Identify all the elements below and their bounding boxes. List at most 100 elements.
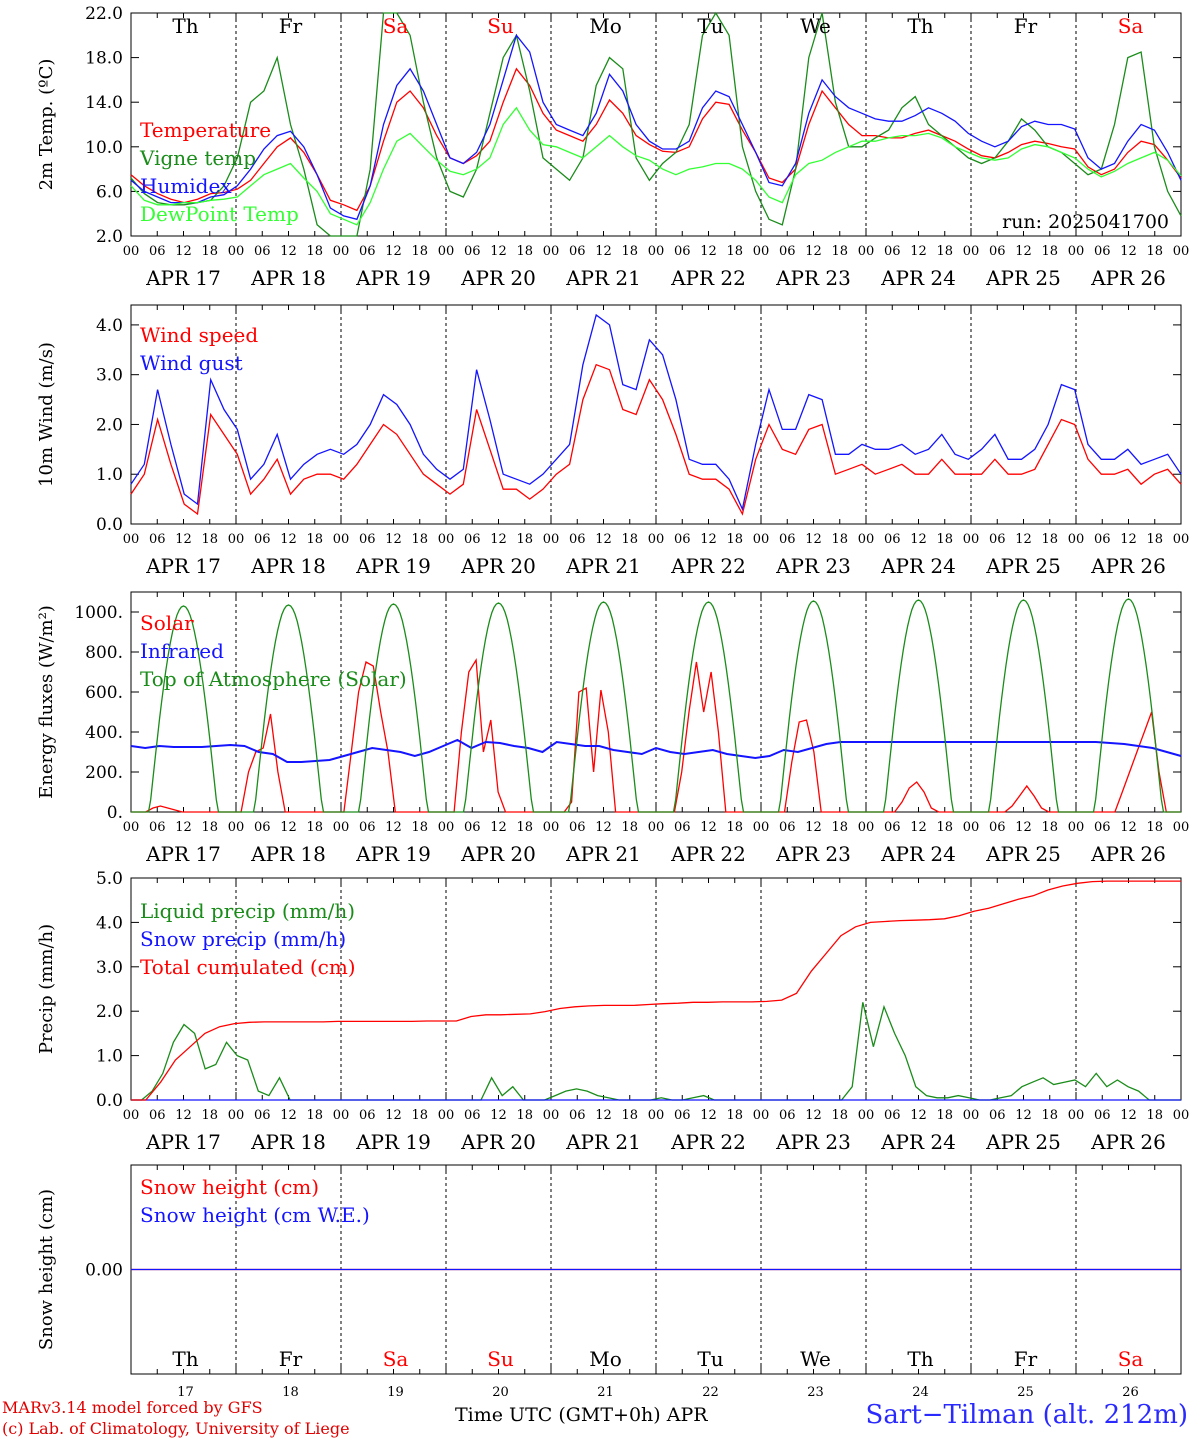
y-tick-label: 0.00 [85, 1261, 123, 1281]
hour-tick-label: 06 [674, 244, 691, 259]
hour-tick-label: 06 [1094, 1108, 1111, 1123]
hour-tick-label: 18 [306, 820, 323, 835]
legend-entry: Wind gust [140, 351, 243, 375]
hour-tick-label: 00 [648, 532, 665, 547]
date-label: APR 26 [1090, 842, 1166, 866]
hour-tick-label: 12 [700, 244, 717, 259]
day-number-label: 19 [387, 1385, 404, 1400]
date-label: APR 22 [670, 266, 746, 290]
hour-tick-label: 18 [1146, 1108, 1163, 1123]
hour-tick-label: 18 [516, 820, 533, 835]
hour-tick-label: 00 [543, 820, 560, 835]
hour-tick-label: 00 [753, 532, 770, 547]
legend-entry: DewPoint Temp [140, 202, 299, 226]
y-tick-label: 2.0 [96, 1002, 123, 1022]
hour-tick-label: 18 [831, 1108, 848, 1123]
hour-tick-label: 18 [1146, 820, 1163, 835]
day-number-label: 24 [912, 1385, 929, 1400]
y-tick-label: 400. [85, 723, 123, 743]
date-label: APR 22 [670, 842, 746, 866]
y-tick-label: 10.0 [85, 138, 123, 158]
date-label: APR 18 [250, 842, 326, 866]
weekday-label: Mo [589, 1347, 622, 1371]
hour-tick-label: 00 [1173, 244, 1190, 259]
hour-tick-label: 06 [884, 1108, 901, 1123]
hour-tick-label: 18 [411, 820, 428, 835]
hour-tick-label: 12 [910, 1108, 927, 1123]
hour-tick-label: 18 [1146, 244, 1163, 259]
date-label: APR 17 [145, 1130, 221, 1154]
hour-tick-label: 18 [1041, 532, 1058, 547]
time-axis-label: Time UTC (GMT+0h) APR [455, 1404, 708, 1426]
hour-tick-label: 06 [464, 820, 481, 835]
day-number-label: 23 [807, 1385, 824, 1400]
weekday-label: Th [907, 14, 933, 38]
weekday-label: Tu [697, 14, 723, 38]
hour-tick-label: 12 [595, 820, 612, 835]
hour-tick-label: 12 [280, 820, 297, 835]
y-axis-label: Precip (mm/h) [36, 924, 57, 1054]
series-top-of-atmosphere-solar [131, 598, 1181, 813]
hour-tick-label: 06 [359, 1108, 376, 1123]
hour-tick-label: 06 [674, 820, 691, 835]
legend-entry: Wind speed [140, 323, 258, 347]
weekday-label: Fr [1014, 1347, 1038, 1371]
hour-tick-label: 00 [858, 532, 875, 547]
hour-tick-label: 12 [490, 532, 507, 547]
date-label: APR 18 [250, 266, 326, 290]
y-tick-label: 200. [85, 763, 123, 783]
hour-tick-label: 18 [726, 244, 743, 259]
series-infrared [130, 738, 1182, 763]
y-tick-label: 18.0 [85, 49, 123, 69]
weekday-label: Tu [697, 1347, 723, 1371]
date-label: APR 23 [775, 266, 851, 290]
hour-tick-label: 18 [411, 532, 428, 547]
hour-tick-label: 12 [280, 244, 297, 259]
hour-tick-label: 00 [228, 1108, 245, 1123]
hour-tick-label: 00 [123, 244, 140, 259]
date-label: APR 25 [985, 554, 1061, 578]
hour-tick-label: 00 [858, 244, 875, 259]
date-label: APR 19 [355, 1130, 431, 1154]
hour-tick-label: 18 [726, 1108, 743, 1123]
hour-tick-label: 06 [989, 532, 1006, 547]
y-axis-label: Snow height (cm) [36, 1189, 57, 1350]
hour-tick-label: 12 [385, 244, 402, 259]
hour-tick-label: 06 [464, 244, 481, 259]
weekday-label: Mo [589, 14, 622, 38]
day-number-label: 17 [177, 1385, 194, 1400]
y-tick-label: 4.0 [96, 913, 123, 933]
hour-tick-label: 12 [805, 244, 822, 259]
hour-tick-label: 12 [385, 532, 402, 547]
day-number-label: 25 [1017, 1385, 1034, 1400]
hour-tick-label: 18 [306, 532, 323, 547]
hour-tick-label: 18 [516, 532, 533, 547]
date-label: APR 17 [145, 842, 221, 866]
date-label: APR 25 [985, 266, 1061, 290]
hour-tick-label: 18 [1146, 532, 1163, 547]
date-label: APR 21 [565, 842, 641, 866]
hour-tick-label: 00 [123, 1108, 140, 1123]
date-label: APR 22 [670, 1130, 746, 1154]
date-label: APR 19 [355, 842, 431, 866]
hour-tick-label: 00 [123, 820, 140, 835]
date-label: APR 18 [250, 554, 326, 578]
hour-tick-label: 12 [1120, 532, 1137, 547]
hour-tick-label: 06 [674, 1108, 691, 1123]
hour-tick-label: 00 [963, 1108, 980, 1123]
y-tick-label: 6.0 [96, 182, 123, 202]
meteogram: 2.0 6.0 10.0 14.0 18.0 22.0 2m Temp. (ºC) Tempe… [36, 4, 1190, 1400]
y-tick-label: 2.0 [96, 227, 123, 247]
hour-tick-label: 18 [306, 244, 323, 259]
series-temperature [130, 67, 1182, 212]
hour-tick-label: 18 [831, 244, 848, 259]
hour-tick-label: 06 [359, 532, 376, 547]
y-axis-label: Energy fluxes (W/m²) [36, 605, 57, 799]
panel-4: 0.0 1.0 2.0 3.0 4.0 5.0 Precip (mm/h) Liquid pr… [36, 869, 1189, 1154]
footer-credits: MARv3.14 model forced by GFS (c) Lab. of… [2, 1397, 350, 1439]
day-number-label: 22 [702, 1385, 719, 1400]
y-tick-label: 1.0 [96, 1047, 123, 1067]
series-humidex [130, 33, 1182, 221]
hour-tick-label: 00 [228, 820, 245, 835]
y-tick-label: 1000. [74, 603, 123, 623]
